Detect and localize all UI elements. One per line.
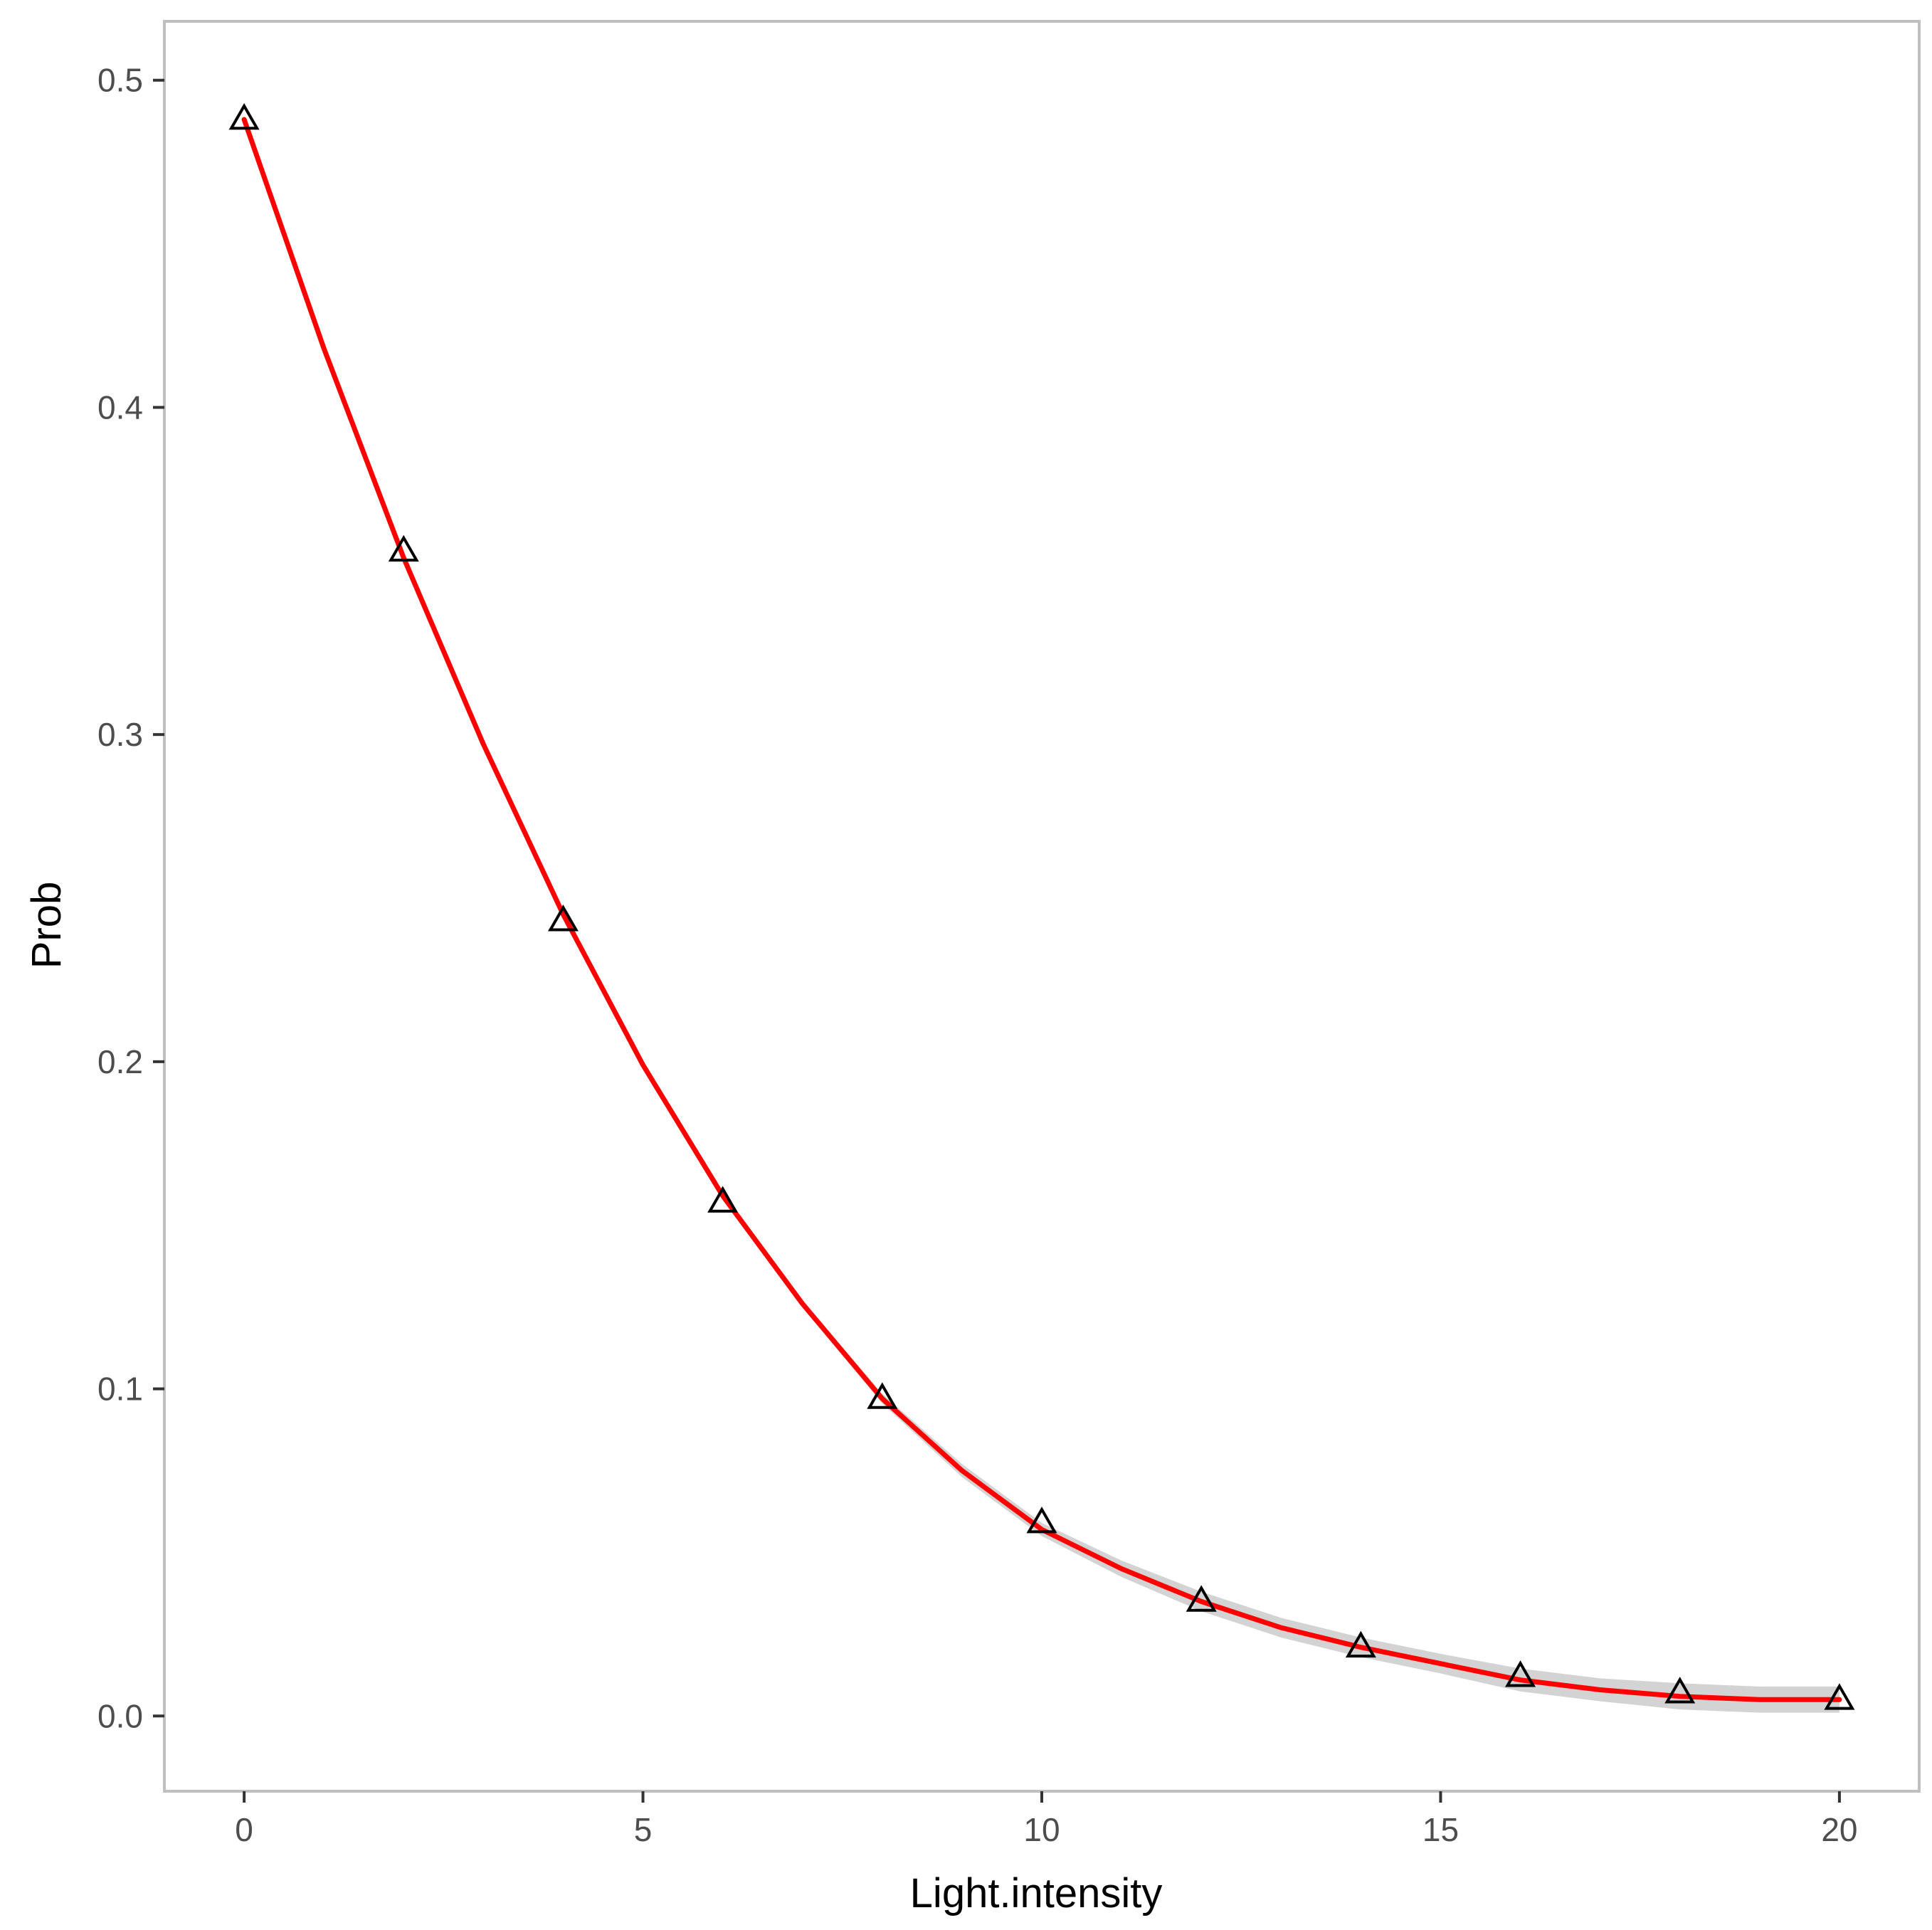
x-axis: 0 5 10 15 20 bbox=[235, 1791, 1857, 1848]
data-point bbox=[707, 1186, 739, 1213]
x-tick-label: 10 bbox=[1023, 1811, 1060, 1848]
data-point bbox=[228, 102, 260, 130]
y-axis-title: Prob bbox=[23, 882, 70, 969]
x-tick-label: 15 bbox=[1422, 1811, 1459, 1848]
data-points bbox=[228, 102, 1855, 1710]
x-axis-title: Light.intensity bbox=[910, 1870, 1163, 1916]
data-point bbox=[1664, 1677, 1696, 1704]
data-point bbox=[547, 905, 579, 932]
y-tick-label: 0.0 bbox=[97, 1697, 143, 1734]
y-axis: 0.0 0.1 0.2 0.3 0.4 0.5 bbox=[97, 62, 164, 1734]
y-tick-label: 0.2 bbox=[97, 1043, 143, 1080]
y-tick-label: 0.1 bbox=[97, 1371, 143, 1408]
y-tick-label: 0.4 bbox=[97, 389, 143, 426]
data-point bbox=[1345, 1630, 1376, 1658]
y-tick-label: 0.3 bbox=[97, 716, 143, 753]
fit-line-layer bbox=[241, 117, 1842, 1702]
data-point bbox=[1824, 1683, 1855, 1710]
x-tick-label: 5 bbox=[634, 1811, 653, 1848]
x-tick-label: 0 bbox=[235, 1811, 253, 1848]
data-point bbox=[388, 534, 419, 562]
x-tick-label: 20 bbox=[1821, 1811, 1857, 1848]
data-point bbox=[867, 1382, 898, 1409]
data-point bbox=[1186, 1585, 1217, 1612]
fit-line bbox=[241, 117, 1842, 1702]
panel-border bbox=[163, 20, 1921, 1793]
y-tick-label: 0.5 bbox=[97, 62, 143, 99]
data-point bbox=[1505, 1660, 1536, 1687]
data-point bbox=[1026, 1507, 1057, 1534]
